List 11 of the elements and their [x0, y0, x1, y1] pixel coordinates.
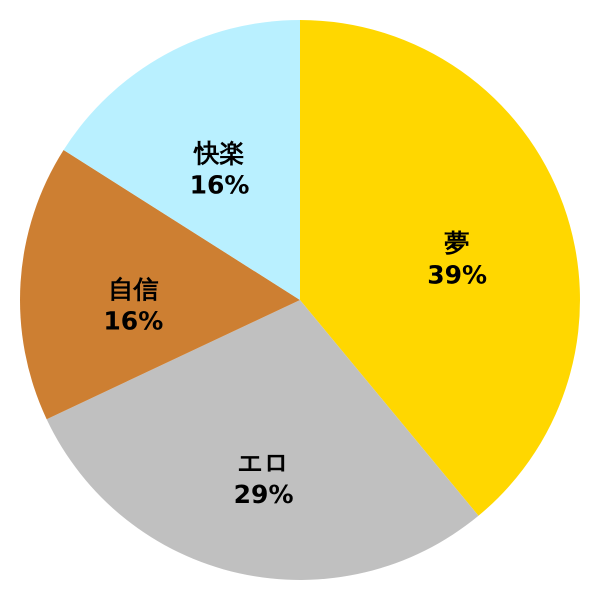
- pie-slice: [64, 20, 300, 300]
- data-label: 39%: [427, 260, 488, 290]
- data-label: 16%: [103, 306, 164, 336]
- slice-label: 快楽: [192, 138, 245, 168]
- slice-label: 自信: [108, 274, 158, 304]
- slice-label: エロ: [238, 448, 290, 477]
- pie-slice: [46, 300, 478, 580]
- slice-label: 夢: [444, 228, 470, 258]
- pie-slice: [300, 20, 580, 516]
- data-label: 16%: [190, 170, 250, 200]
- data-label: 29%: [234, 480, 294, 509]
